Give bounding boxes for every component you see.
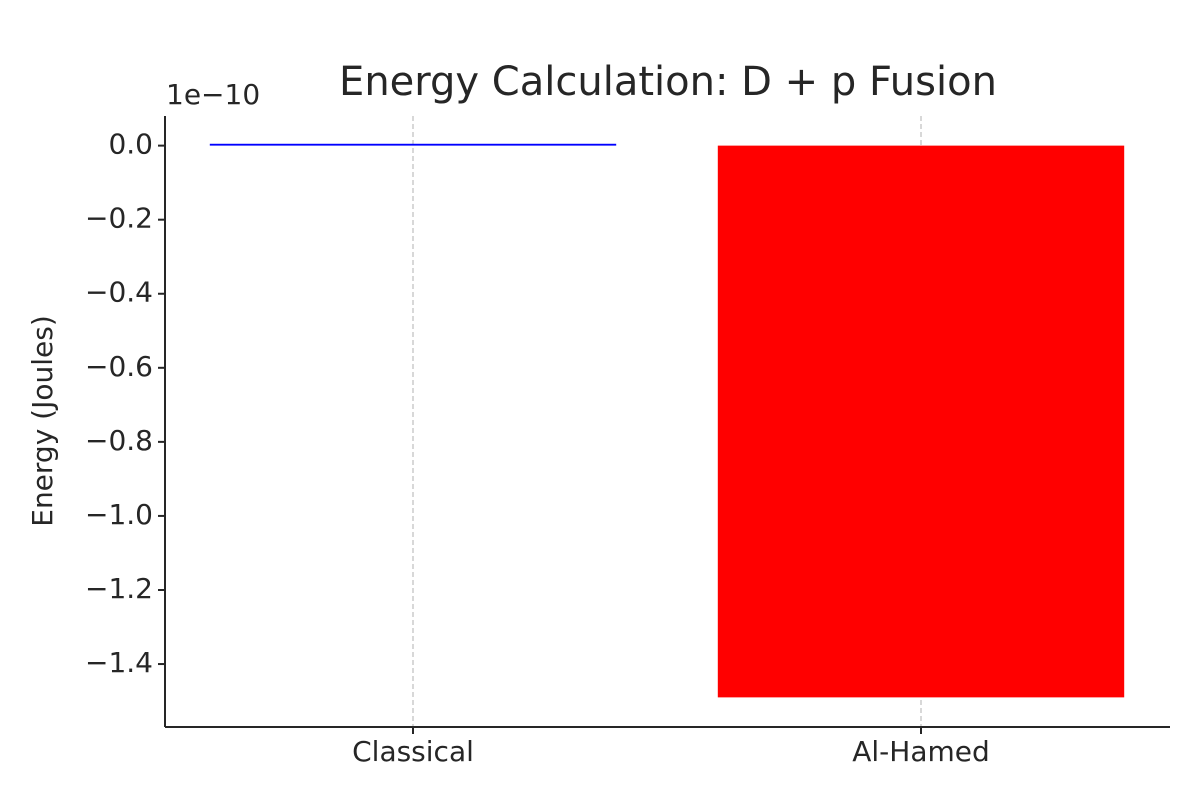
y-tick-label: −0.8: [85, 424, 153, 457]
y-tick-label: 0.0: [108, 128, 153, 161]
y-tick-label: −1.4: [85, 646, 153, 679]
bar: [209, 143, 617, 146]
bar: [717, 145, 1125, 698]
axis-offset-label: 1e−10: [166, 78, 260, 111]
chart-title: Energy Calculation: D + p Fusion: [339, 59, 997, 105]
x-tick-label: Classical: [352, 735, 474, 768]
y-axis-label: Energy (Joules): [26, 315, 59, 527]
y-tick-label: −1.2: [85, 572, 153, 605]
y-tick-label: −0.4: [85, 276, 153, 309]
y-tick-label: −0.6: [85, 350, 153, 383]
y-tick-label: −0.2: [85, 202, 153, 235]
y-tick-label: −1.0: [85, 498, 153, 531]
x-tick-label: Al-Hamed: [852, 735, 990, 768]
